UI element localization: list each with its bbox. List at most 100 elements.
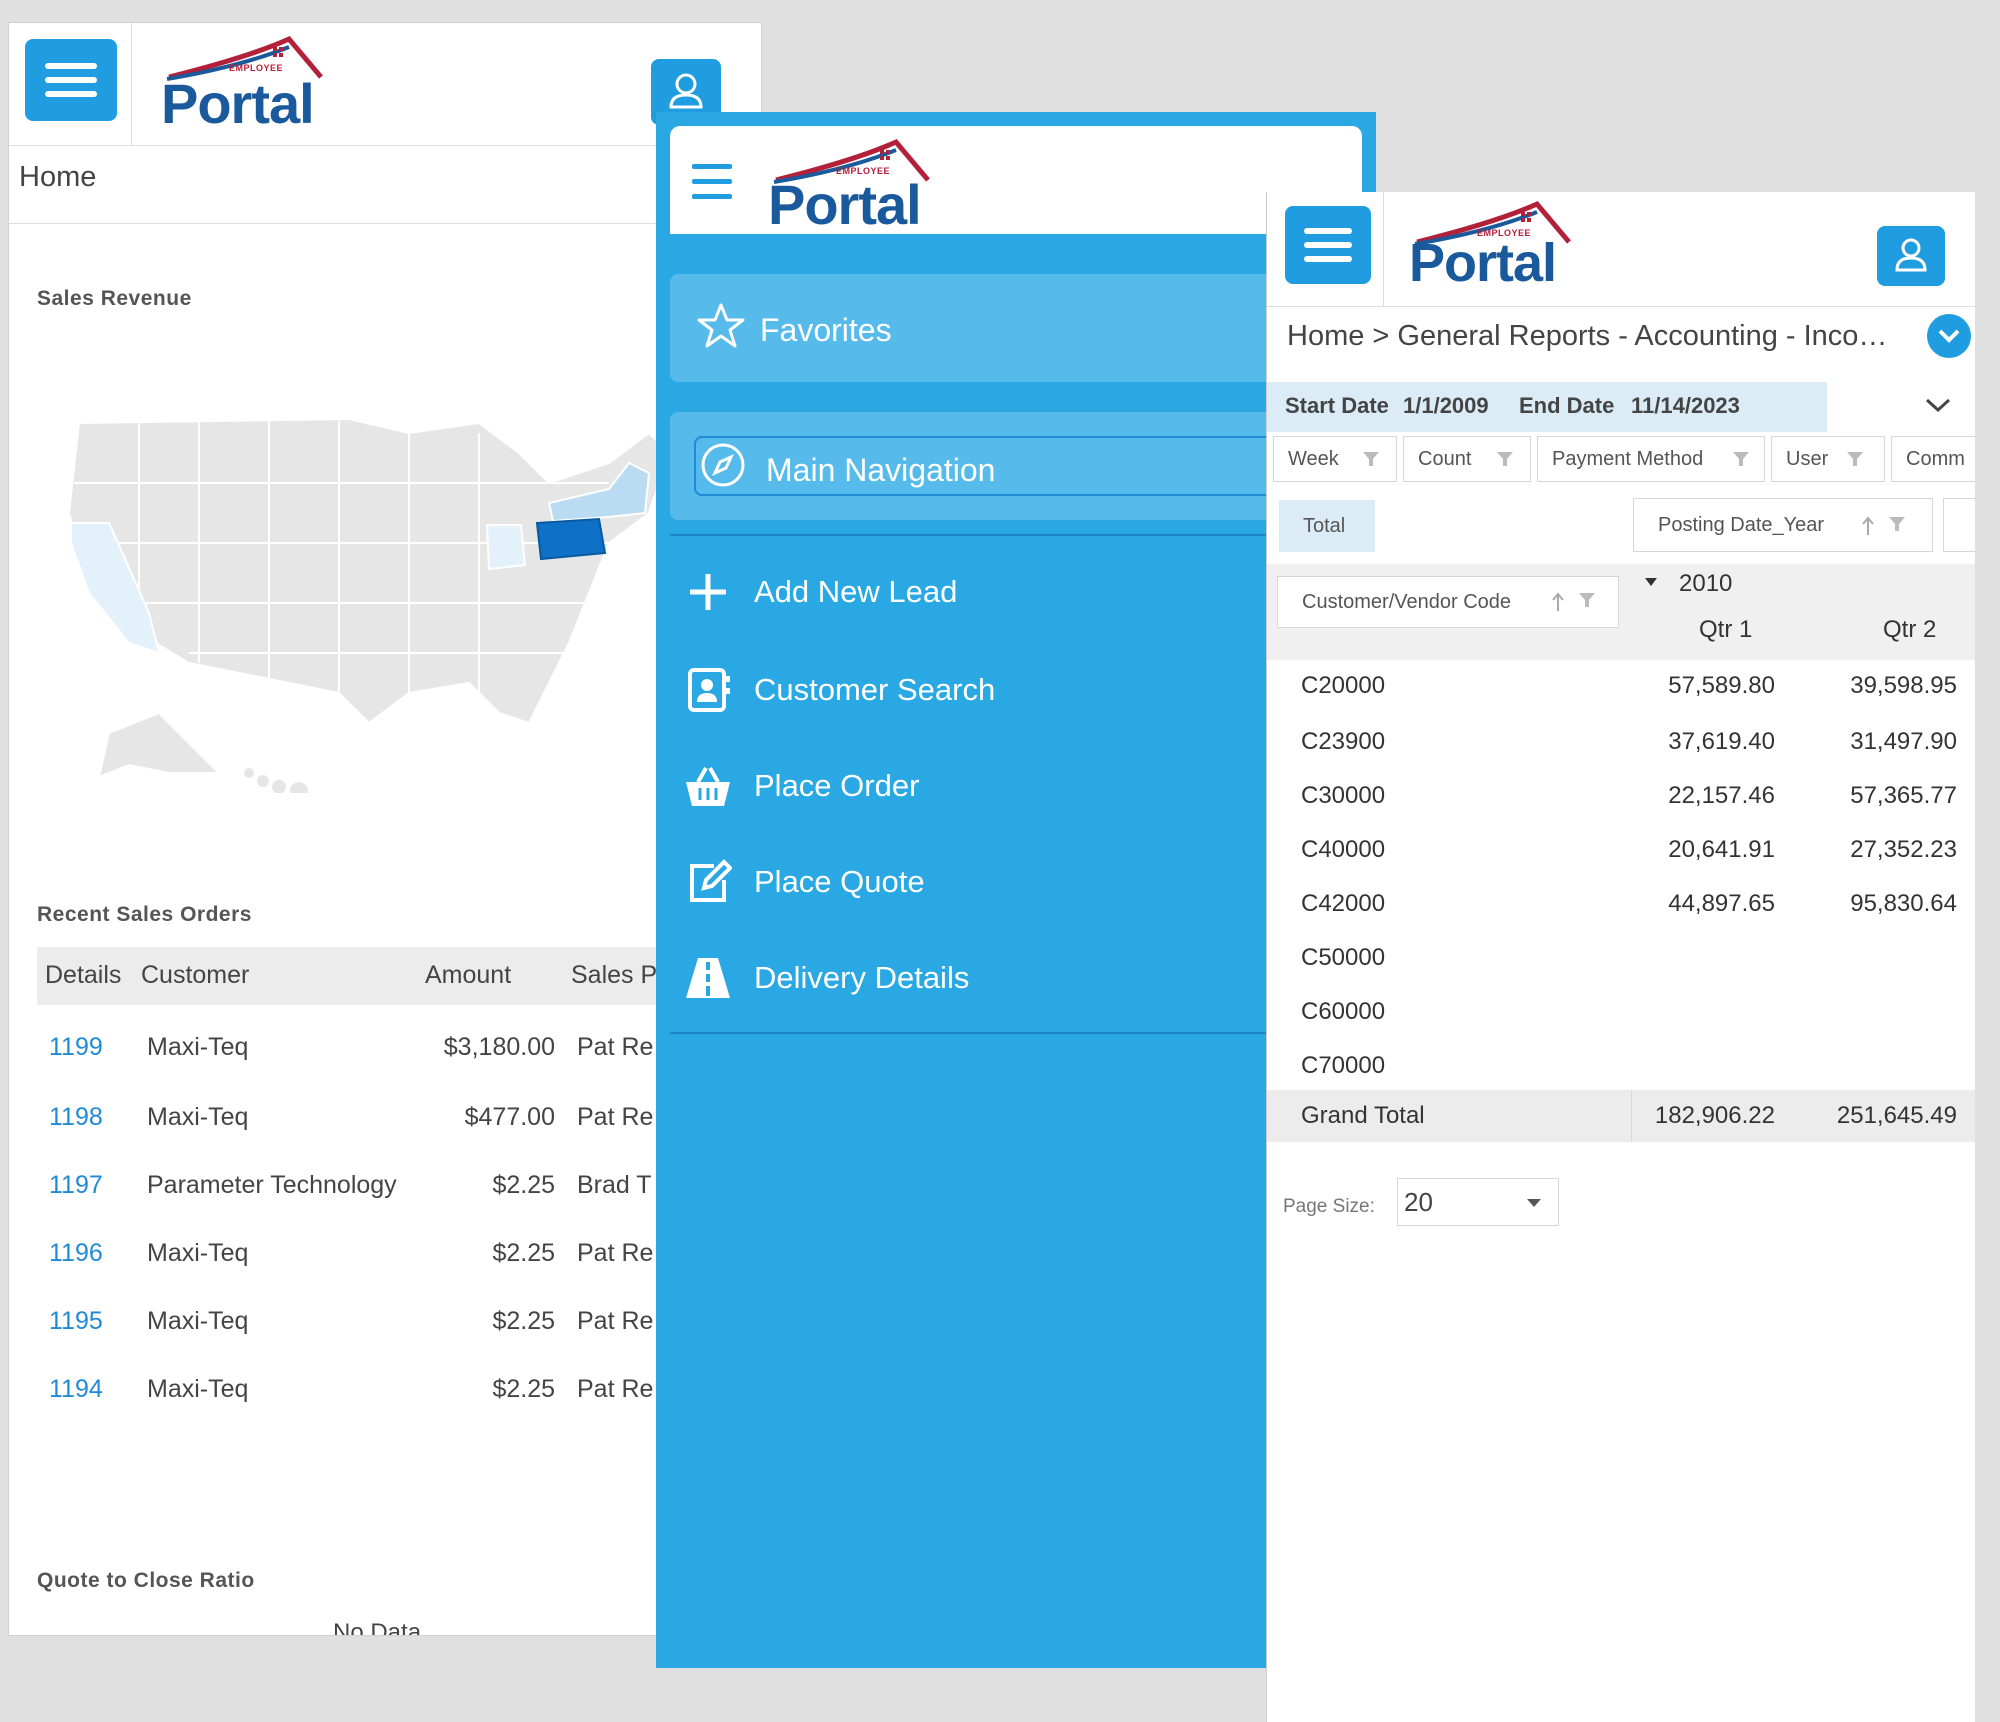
row-qtr1: 22,157.46 xyxy=(1668,782,1775,809)
row-code: C23900 xyxy=(1301,728,1386,755)
column-header[interactable]: Amount xyxy=(425,961,512,989)
table-row: C50000 xyxy=(1267,932,1975,986)
sort-arrow-icon[interactable] xyxy=(1550,591,1566,613)
filter-icon[interactable] xyxy=(1496,450,1514,468)
grand-total-row: Grand Total 182,906.22 251,645.49 xyxy=(1267,1090,1975,1142)
menu-button[interactable] xyxy=(25,39,117,121)
map-state-california xyxy=(70,522,161,655)
quote-close-title: Quote to Close Ratio xyxy=(37,1569,255,1592)
grand-total-divider xyxy=(1631,1090,1632,1142)
table-row: C70000 xyxy=(1267,1040,1975,1094)
orders-table-header: Details Customer Amount Sales P xyxy=(37,947,757,1005)
table-row: 1198 Maxi-Teq $477.00 Pat Re xyxy=(37,1089,757,1149)
menu-button[interactable] xyxy=(692,164,732,200)
row-qtr1: 44,897.65 xyxy=(1668,890,1775,917)
filter-chip-user[interactable]: User xyxy=(1771,436,1885,482)
breadcrumb[interactable]: Home xyxy=(19,161,97,193)
chip-label: Posting Date_Year xyxy=(1658,514,1825,536)
menu-icon xyxy=(1303,228,1353,234)
order-link[interactable]: 1194 xyxy=(49,1375,103,1403)
nav-item-customer-search[interactable]: Customer Search xyxy=(670,654,1362,734)
column-header[interactable]: Sales P xyxy=(571,961,658,989)
portal-logo[interactable]: EMPLOYEE Portal xyxy=(1397,192,1597,302)
menu-icon xyxy=(692,164,732,169)
breadcrumb[interactable]: Home > General Reports - Accounting - In… xyxy=(1287,320,1888,352)
logo-subtext: EMPLOYEE xyxy=(836,166,891,176)
table-row: 1197 Parameter Technology $2.25 Brad T xyxy=(37,1157,757,1217)
menu-button[interactable] xyxy=(1285,206,1371,284)
order-customer: Parameter Technology xyxy=(147,1171,397,1199)
order-customer: Maxi-Teq xyxy=(147,1033,249,1061)
page-size-select[interactable]: 20 xyxy=(1397,1178,1559,1226)
order-link[interactable]: 1197 xyxy=(49,1171,103,1199)
map-state-ohio xyxy=(485,524,527,571)
dropdown-arrow-icon xyxy=(1527,1199,1541,1207)
column-header[interactable]: Details xyxy=(45,961,122,989)
us-sales-map[interactable] xyxy=(49,393,689,800)
star-icon xyxy=(697,303,745,348)
portal-logo[interactable]: EMPLOYEE Portal xyxy=(149,27,349,137)
filter-chip-payment-method[interactable]: Payment Method xyxy=(1537,436,1765,482)
nav-item-label: Add New Lead xyxy=(754,574,958,609)
row-field-customer-code[interactable]: Customer/Vendor Code xyxy=(1277,576,1619,628)
order-amount: $2.25 xyxy=(492,1171,555,1199)
road-icon xyxy=(686,958,730,998)
filter-chip-count[interactable]: Count xyxy=(1403,436,1531,482)
filter-icon[interactable] xyxy=(1846,450,1864,468)
filter-icon[interactable] xyxy=(1732,450,1750,468)
total-label: Total xyxy=(1303,515,1346,537)
report-panel: EMPLOYEE Portal Home > General Reports -… xyxy=(1266,192,1975,1722)
chip-label: Week xyxy=(1288,448,1339,470)
nav-item-place-quote[interactable]: Place Quote xyxy=(670,846,1362,926)
sales-revenue-title: Sales Revenue xyxy=(37,287,192,310)
main-navigation-label: Main Navigation xyxy=(766,452,996,488)
order-customer: Maxi-Teq xyxy=(147,1375,249,1403)
nav-item-label: Place Order xyxy=(754,768,920,803)
row-qtr2: 95,830.64 xyxy=(1850,890,1957,917)
order-amount: $2.25 xyxy=(492,1375,555,1403)
quarter-header: Qtr 1 xyxy=(1699,616,1753,643)
nav-item-place-order[interactable]: Place Order xyxy=(670,750,1362,830)
row-qtr2: 57,365.77 xyxy=(1850,782,1957,809)
chevron-down-icon[interactable] xyxy=(1921,388,1955,422)
sort-arrow-icon[interactable] xyxy=(1860,515,1876,537)
filter-icon[interactable] xyxy=(1362,450,1380,468)
nav-item-label: Place Quote xyxy=(754,864,925,899)
page-size-value: 20 xyxy=(1404,1187,1433,1217)
favorites-button[interactable]: Favorites xyxy=(670,274,1362,382)
table-row: C23900 37,619.40 31,497.90 xyxy=(1267,716,1975,770)
user-button[interactable] xyxy=(1877,226,1945,286)
column-field-next[interactable] xyxy=(1943,498,1975,552)
order-link[interactable]: 1196 xyxy=(49,1239,103,1267)
date-range-bar[interactable]: Start Date 1/1/2009 End Date 11/14/2023 xyxy=(1267,382,1827,432)
column-header[interactable]: Customer xyxy=(141,961,250,989)
order-link[interactable]: 1195 xyxy=(49,1307,103,1335)
menu-icon xyxy=(45,91,97,97)
collapse-triangle-icon[interactable] xyxy=(1643,574,1659,590)
recent-orders-title: Recent Sales Orders xyxy=(37,903,252,926)
favorites-label: Favorites xyxy=(760,312,892,348)
nav-divider xyxy=(670,534,1362,536)
compass-icon xyxy=(701,443,745,487)
column-field-posting-year[interactable]: Posting Date_Year xyxy=(1633,498,1933,552)
filter-icon[interactable] xyxy=(1888,515,1906,533)
row-code: C70000 xyxy=(1301,1052,1386,1079)
breadcrumb-expand-button[interactable] xyxy=(1927,314,1971,358)
filter-chip-week[interactable]: Week xyxy=(1273,436,1397,482)
logo-text: Portal xyxy=(1409,233,1557,293)
start-date-value: 1/1/2009 xyxy=(1403,393,1489,418)
order-link[interactable]: 1198 xyxy=(49,1103,103,1131)
filter-chip-comm[interactable]: Comm xyxy=(1891,436,1975,482)
order-rep: Pat Re xyxy=(577,1375,654,1403)
nav-item-add-new-lead[interactable]: Add New Lead xyxy=(670,556,1362,636)
quarter-header: Qtr 2 xyxy=(1883,616,1937,643)
main-navigation-button[interactable]: Main Navigation xyxy=(670,412,1364,520)
portal-logo[interactable]: EMPLOYEE Portal xyxy=(756,130,956,236)
nav-item-delivery-details[interactable]: Delivery Details xyxy=(670,942,1362,1022)
start-date-label: Start Date xyxy=(1285,393,1389,418)
table-row: 1194 Maxi-Teq $2.25 Pat Re xyxy=(37,1361,757,1421)
total-field[interactable]: Total xyxy=(1279,500,1375,552)
table-row: 1199 Maxi-Teq $3,180.00 Pat Re xyxy=(37,1019,757,1079)
filter-icon[interactable] xyxy=(1578,591,1596,609)
order-link[interactable]: 1199 xyxy=(49,1033,103,1061)
